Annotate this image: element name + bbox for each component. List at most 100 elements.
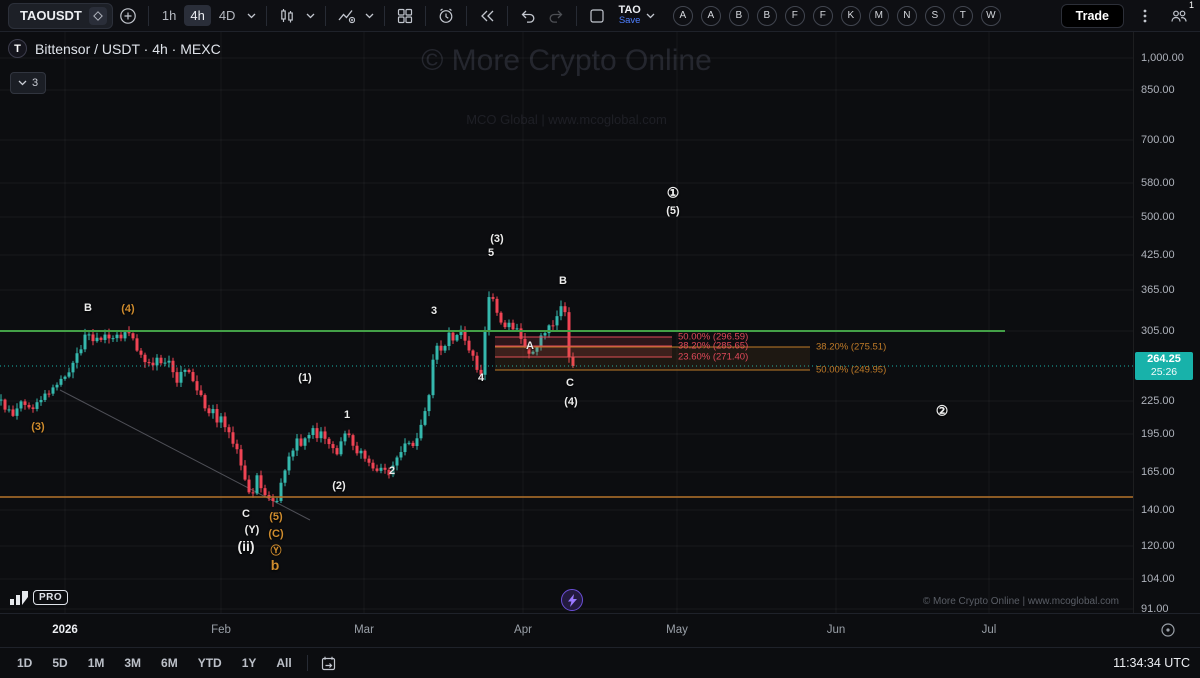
price-axis[interactable]: 264.25 25:26 1,000.00 850.00 700.00 580.00 5…: [1133, 32, 1200, 615]
layout-letter-button[interactable]: B: [756, 5, 777, 26]
timeframe-4d-button[interactable]: 4D: [218, 8, 236, 23]
toolbar-divider: [147, 5, 149, 26]
time-axis-label: 2026: [52, 624, 78, 636]
range-6m-button[interactable]: 6M: [161, 656, 178, 670]
range-ytd-button[interactable]: YTD: [197, 656, 222, 670]
undo-button[interactable]: [515, 3, 541, 29]
layout-letter-button[interactable]: T: [952, 5, 973, 26]
bittensor-logo-icon: T: [8, 39, 27, 58]
price-axis-label: 195.00: [1141, 428, 1175, 440]
layout-letter-button[interactable]: A: [700, 5, 721, 26]
range-1d-button[interactable]: 1D: [17, 656, 33, 670]
redo-arrow-icon: [549, 10, 563, 23]
layout-letter-button[interactable]: F: [784, 5, 805, 26]
chevron-down-icon: [646, 13, 655, 18]
price-axis-label: 165.00: [1141, 466, 1175, 478]
price-axis-label: 225.00: [1141, 395, 1175, 407]
timeframe-4h-button[interactable]: 4h: [184, 5, 211, 26]
alarm-clock-icon: [440, 8, 453, 23]
toolbar-divider: [325, 5, 327, 26]
symbol-legend[interactable]: T Bittensor / USDT · 4h · MEXC: [8, 39, 221, 58]
layout-letter-button[interactable]: M: [868, 5, 889, 26]
layout-select-button[interactable]: [584, 3, 610, 29]
layout-letter-button[interactable]: F: [812, 5, 833, 26]
toolbar-divider: [466, 5, 468, 26]
saved-layout[interactable]: TAO Save: [618, 4, 640, 27]
price-axis-label: 365.00: [1141, 284, 1175, 296]
object-tree-count: 3: [32, 77, 39, 89]
redo-button[interactable]: [543, 3, 569, 29]
current-price-tag: 264.25 25:26: [1135, 352, 1193, 380]
toolbar-divider: [576, 5, 578, 26]
indicators-menu-button[interactable]: [361, 3, 377, 29]
dots-vertical-icon: [1143, 9, 1147, 22]
go-to-date-button[interactable]: [316, 650, 342, 676]
price-axis-label: 850.00: [1141, 84, 1175, 96]
symbol-name: TAOUSDT: [20, 8, 82, 23]
chart-title: Bittensor / USDT · 4h · MEXC: [35, 40, 221, 57]
layout-menu-button[interactable]: [643, 3, 659, 29]
chart-type-menu-button[interactable]: [302, 3, 318, 29]
time-axis-label: Feb: [211, 624, 231, 636]
undo-arrow-icon: [522, 10, 535, 23]
bottom-toolbar: 1D 5D 1M 3M 6M YTD 1Y All 11:34:34 UTC: [0, 647, 1200, 678]
layout-letter-button[interactable]: B: [728, 5, 749, 26]
community-button[interactable]: 1: [1166, 0, 1194, 29]
replay-button[interactable]: [474, 3, 500, 29]
object-tree-toggle[interactable]: 3: [10, 72, 47, 94]
timeframe-1h-button[interactable]: 1h: [161, 8, 177, 23]
price-axis-label: 580.00: [1141, 177, 1175, 189]
time-axis-label: May: [666, 624, 688, 636]
range-1y-button[interactable]: 1Y: [241, 656, 257, 670]
timeframe-menu-button[interactable]: [243, 3, 259, 29]
layout-letter-button[interactable]: N: [896, 5, 917, 26]
layout-letter-button[interactable]: A: [672, 5, 693, 26]
trade-button[interactable]: Trade: [1060, 3, 1124, 28]
layout-grid-button[interactable]: [392, 3, 418, 29]
bar-countdown: 25:26: [1150, 366, 1178, 378]
rewind-icon: [481, 10, 494, 21]
range-3m-button[interactable]: 3M: [124, 656, 142, 670]
price-axis-label: 1,000.00: [1141, 52, 1184, 64]
layout-letter-button[interactable]: K: [840, 5, 861, 26]
diamond-icon: [93, 10, 103, 21]
target-icon: [1161, 623, 1175, 637]
toolbar-divider: [266, 5, 268, 26]
range-5d-button[interactable]: 5D: [52, 656, 68, 670]
save-button[interactable]: Save: [618, 15, 641, 27]
toolbar-divider: [306, 655, 308, 671]
price-axis-label: 91.00: [1141, 603, 1169, 615]
symbol-search-box[interactable]: TAOUSDT: [8, 2, 113, 29]
indicators-icon: [338, 9, 356, 23]
tv-pro-logo[interactable]: PRO: [10, 590, 69, 605]
chart-canvas[interactable]: © More Crypto Online MCO Global | www.mc…: [0, 32, 1133, 613]
add-symbol-button[interactable]: [115, 3, 141, 29]
indicators-button[interactable]: [333, 3, 359, 29]
time-axis-label: Jul: [981, 624, 997, 636]
plus-circle-icon: [120, 7, 136, 24]
grid-layout-icon: [398, 8, 413, 23]
layout-letter-button[interactable]: W: [980, 5, 1001, 26]
chevron-down-icon: [247, 13, 256, 18]
price-axis-label: 500.00: [1141, 211, 1175, 223]
calendar-goto-icon: [322, 656, 336, 670]
symbol-switch-button[interactable]: [88, 6, 107, 25]
range-1m-button[interactable]: 1M: [87, 656, 105, 670]
layout-letter-button[interactable]: S: [924, 5, 945, 26]
more-menu-button[interactable]: [1132, 3, 1158, 29]
layout-name: TAO: [618, 4, 641, 17]
boost-button[interactable]: [561, 589, 583, 611]
alert-button[interactable]: [433, 3, 459, 29]
toolbar-divider: [425, 5, 427, 26]
scale-settings-button[interactable]: [1160, 622, 1176, 641]
range-all-button[interactable]: All: [276, 656, 292, 670]
time-axis[interactable]: 2026 Feb Mar Apr May Jun Jul: [0, 613, 1200, 647]
utc-clock[interactable]: 11:34:34 UTC: [1113, 656, 1190, 670]
chart-type-button[interactable]: [274, 3, 300, 29]
toolbar-divider: [507, 5, 509, 26]
chart-copyright: © More Crypto Online | www.mcoglobal.com: [922, 596, 1119, 607]
candlestick-chart[interactable]: [0, 32, 1133, 613]
candlestick-icon: [281, 8, 294, 22]
